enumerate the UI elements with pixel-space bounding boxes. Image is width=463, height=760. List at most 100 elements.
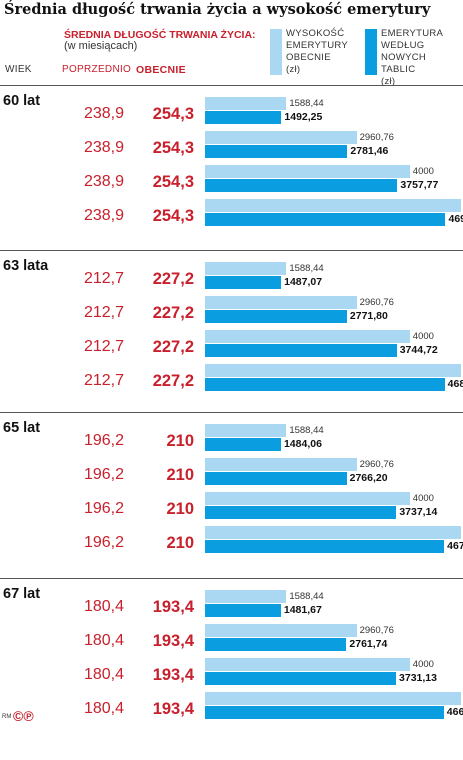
legend-swatch-current [270, 29, 282, 75]
col-prev-header: POPRZEDNIO [62, 64, 132, 75]
prev-value: 238,9 [83, 207, 124, 224]
bar-current-label: 4000 [412, 659, 434, 670]
prev-value: 196,2 [83, 534, 124, 551]
bar-current [205, 131, 357, 144]
prev-value: 212,7 [83, 304, 124, 321]
prev-value: 212,7 [83, 372, 124, 389]
bar-current-label: 1588,44 [289, 263, 324, 274]
prev-value: 180,4 [83, 598, 124, 615]
bar-new-label: 1492,25 [284, 111, 323, 123]
bar-current-label: 2960,76 [359, 459, 394, 470]
bar-new-label: 3744,72 [399, 344, 438, 356]
bar-new-label: 4671,43 [447, 540, 463, 552]
prev-value: 238,9 [83, 173, 124, 190]
cur-value: 227,2 [152, 338, 194, 356]
life-expectancy-label: ŚREDNIA DŁUGOŚĆ TRWANIA ŻYCIA: [64, 29, 256, 41]
cur-value: 254,3 [152, 139, 194, 157]
bar-current [205, 199, 461, 212]
legend-swatch-new [365, 29, 377, 75]
legend-text-current: WYSOKOŚĆ EMERYTURY OBECNIE (zł) [286, 28, 349, 75]
bar-current-label: 2960,76 [359, 297, 394, 308]
prev-value: 196,2 [83, 432, 124, 449]
bar-new [205, 540, 445, 553]
bar-new [205, 378, 445, 391]
prev-value: 196,2 [83, 500, 124, 517]
bar-new-label: 4697,21 [448, 213, 463, 225]
months-label: (w miesiącach) [64, 40, 138, 52]
age-label: 60 lat [3, 93, 41, 109]
bar-new [205, 706, 444, 719]
group-divider [0, 250, 463, 251]
cur-value: 210 [166, 432, 194, 450]
col-age-header: WIEK [5, 64, 32, 75]
bar-current [205, 165, 410, 178]
prev-value: 180,4 [83, 666, 124, 683]
bar-current [205, 296, 357, 309]
bar-new [205, 310, 347, 323]
bar-current-label: 4000 [412, 166, 434, 177]
bar-new-label: 4680,90 [447, 378, 463, 390]
cur-value: 193,4 [152, 700, 194, 718]
bar-new [205, 472, 347, 485]
bar-current [205, 492, 410, 505]
bar-current-label: 1588,44 [289, 98, 324, 109]
bar-new-label: 3737,14 [399, 506, 438, 518]
bar-current [205, 526, 461, 539]
bar-current [205, 692, 461, 705]
cur-value: 227,2 [152, 270, 194, 288]
bar-new-label: 2771,80 [349, 310, 388, 322]
bar-new [205, 213, 446, 226]
bar-current [205, 97, 287, 110]
group-divider [0, 85, 463, 86]
bar-current-label: 4000 [412, 331, 434, 342]
bar-new-label: 1487,07 [284, 276, 323, 288]
col-cur-header: OBECNIE [136, 64, 186, 76]
legend-text-new: EMERYTURA WEDŁUG NOWYCH TABLIC (zł) [381, 28, 444, 87]
bar-current [205, 458, 357, 471]
bar-new-label: 2781,46 [350, 145, 389, 157]
cur-value: 193,4 [152, 598, 194, 616]
prev-value: 180,4 [83, 700, 124, 717]
cur-value: 254,3 [152, 173, 194, 191]
bar-current [205, 658, 410, 671]
bar-new [205, 638, 347, 651]
bar-new [205, 179, 398, 192]
cur-value: 227,2 [152, 372, 194, 390]
cur-value: 210 [166, 534, 194, 552]
group-divider [0, 412, 463, 413]
group-divider [0, 578, 463, 579]
cur-value: 193,4 [152, 632, 194, 650]
prev-value: 238,9 [83, 139, 124, 156]
prev-value: 180,4 [83, 632, 124, 649]
bar-current [205, 590, 287, 603]
age-label: 65 lat [3, 420, 41, 436]
bar-current [205, 624, 357, 637]
cur-value: 254,3 [152, 207, 194, 225]
bar-new [205, 344, 397, 357]
prev-value: 196,2 [83, 466, 124, 483]
logo-text: RM [2, 714, 12, 720]
bar-current-label: 2960,76 [359, 625, 394, 636]
bar-current-label: 4000 [412, 493, 434, 504]
chart-title: Średnia długość trwania życia a wysokość… [4, 1, 431, 18]
age-label: 63 lata [3, 258, 49, 274]
bar-new-label: 1481,67 [283, 604, 322, 616]
cur-value: 210 [166, 466, 194, 484]
prev-value: 212,7 [83, 270, 124, 287]
bar-new-label: 3731,13 [399, 672, 437, 684]
bar-new [205, 145, 348, 158]
bar-current-label: 1588,44 [289, 591, 324, 602]
bar-current [205, 262, 287, 275]
age-label: 67 lat [3, 586, 41, 602]
bar-new-label: 2766,20 [349, 472, 388, 484]
bar-new [205, 672, 397, 685]
prev-value: 238,9 [83, 105, 124, 122]
bar-new [205, 111, 282, 124]
bar-new-label: 1484,06 [283, 438, 322, 450]
prev-value: 212,7 [83, 338, 124, 355]
bar-current [205, 330, 410, 343]
bar-new [205, 604, 281, 617]
cur-value: 210 [166, 500, 194, 518]
bar-current-label: 2960,76 [359, 132, 394, 143]
